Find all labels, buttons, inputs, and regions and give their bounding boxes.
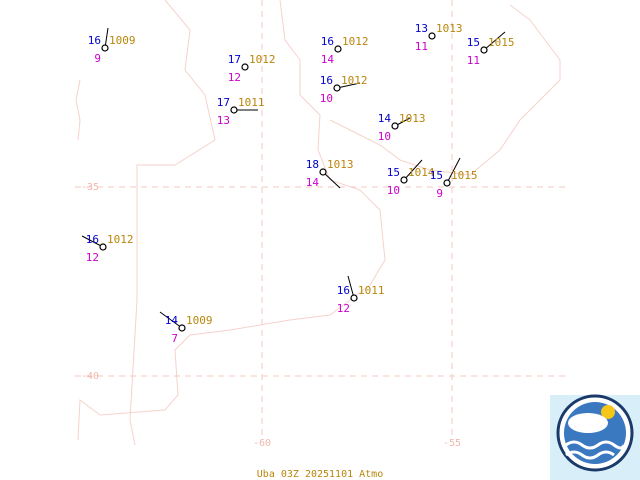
wind-barb — [336, 82, 361, 89]
temperature: 15 — [467, 36, 480, 49]
lon-label: -55 — [443, 438, 461, 449]
station-marker — [99, 243, 107, 251]
dewpoint: 10 — [387, 184, 400, 197]
station-marker — [334, 45, 342, 53]
dewpoint: 11 — [415, 40, 428, 53]
temperature: 17 — [228, 53, 241, 66]
dewpoint: 14 — [321, 53, 335, 66]
dewpoint: 12 — [86, 251, 99, 264]
temperature: 14 — [165, 314, 179, 327]
lat-label: -40 — [81, 371, 99, 382]
station-marker — [428, 32, 436, 40]
temperature: 18 — [306, 158, 319, 171]
dewpoint: 12 — [337, 302, 350, 315]
station-marker — [319, 168, 327, 176]
lat-label: -35 — [81, 182, 99, 193]
wind-barb — [347, 275, 355, 299]
pressure: 1013 — [399, 112, 426, 125]
wind-barb — [322, 171, 341, 189]
station-marker — [350, 294, 358, 302]
pressure: 1009 — [109, 34, 136, 47]
dewpoint: 9 — [436, 187, 443, 200]
lon-label: -60 — [253, 438, 271, 449]
pressure: 1012 — [342, 35, 369, 48]
temperature: 16 — [88, 34, 101, 47]
pressure: 1011 — [358, 284, 385, 297]
temperature: 17 — [217, 96, 230, 109]
station-marker — [241, 63, 249, 71]
temperature: 16 — [320, 74, 333, 87]
pressure: 1013 — [436, 22, 463, 35]
wind-barb — [81, 235, 104, 248]
temperature: 16 — [321, 35, 334, 48]
dewpoint: 9 — [94, 52, 101, 65]
dewpoint: 13 — [217, 114, 230, 127]
wind-barb — [403, 159, 423, 181]
temperature: 14 — [378, 112, 392, 125]
pressure: 1012 — [341, 74, 368, 87]
temperature: 16 — [86, 233, 99, 246]
dewpoint: 10 — [320, 92, 333, 105]
dewpoint: 14 — [306, 176, 320, 189]
station-marker — [480, 46, 488, 54]
dewpoint: 11 — [467, 54, 480, 67]
pressure: 1015 — [451, 169, 478, 182]
pressure: 1011 — [238, 96, 265, 109]
dewpoint: 12 — [228, 71, 241, 84]
coastlines — [75, 0, 561, 446]
station-marker — [333, 84, 341, 92]
pressure: 1012 — [249, 53, 276, 66]
footer: Uba 03Z 20251101 Atmo — [257, 469, 383, 480]
pressure: 1012 — [107, 233, 134, 246]
temperature: 16 — [337, 284, 350, 297]
wind-barb — [483, 31, 506, 51]
station-marker — [178, 324, 186, 332]
wind-barb — [446, 157, 461, 184]
temperature: 13 — [415, 22, 428, 35]
pressure: 1014 — [408, 166, 435, 179]
station-marker — [101, 44, 109, 52]
station-marker — [230, 106, 238, 114]
pressure: 1009 — [186, 314, 213, 327]
pressure: 1015 — [488, 36, 515, 49]
dewpoint: 10 — [378, 130, 391, 143]
station-marker — [443, 179, 451, 187]
dewpoint: 7 — [171, 332, 178, 345]
logo — [550, 394, 640, 480]
wind-barb — [159, 311, 183, 329]
pressure: 1013 — [327, 158, 354, 171]
station-marker — [391, 122, 399, 130]
temperature: 15 — [430, 169, 443, 182]
station-marker — [400, 176, 408, 184]
temperature: 15 — [387, 166, 400, 179]
